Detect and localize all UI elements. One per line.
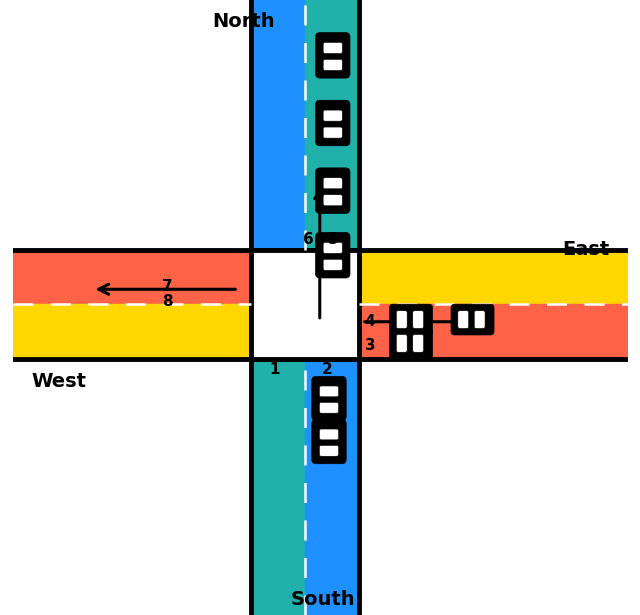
Bar [305, 359, 359, 615]
FancyBboxPatch shape [319, 429, 339, 440]
FancyBboxPatch shape [312, 376, 346, 421]
FancyBboxPatch shape [323, 42, 342, 54]
FancyBboxPatch shape [316, 33, 350, 78]
Text: 4: 4 [365, 314, 375, 329]
FancyBboxPatch shape [319, 402, 339, 413]
FancyBboxPatch shape [474, 311, 485, 328]
Text: East: East [562, 240, 609, 258]
Text: 7: 7 [162, 279, 173, 294]
FancyBboxPatch shape [323, 178, 342, 189]
Text: 3: 3 [365, 338, 375, 352]
Bar [305, 0, 359, 250]
FancyBboxPatch shape [312, 419, 346, 464]
FancyBboxPatch shape [319, 445, 339, 456]
Bar [13, 250, 250, 304]
Text: West: West [31, 372, 86, 391]
Bar [250, 0, 359, 615]
FancyBboxPatch shape [451, 304, 494, 335]
Text: 1: 1 [269, 362, 280, 377]
FancyBboxPatch shape [316, 100, 350, 146]
Bar [359, 250, 627, 304]
Text: 5: 5 [328, 232, 338, 247]
FancyBboxPatch shape [458, 311, 468, 328]
Bar [250, 359, 305, 615]
FancyBboxPatch shape [396, 311, 407, 328]
Text: North: North [212, 12, 275, 31]
FancyBboxPatch shape [323, 127, 342, 138]
Bar [359, 304, 627, 359]
FancyBboxPatch shape [390, 328, 433, 359]
FancyBboxPatch shape [323, 110, 342, 121]
Text: 2: 2 [322, 362, 333, 377]
FancyBboxPatch shape [413, 311, 424, 328]
FancyBboxPatch shape [396, 335, 407, 352]
FancyBboxPatch shape [323, 260, 342, 271]
FancyBboxPatch shape [390, 304, 433, 335]
Text: 6: 6 [303, 232, 314, 247]
Bar [13, 250, 627, 359]
FancyBboxPatch shape [323, 195, 342, 206]
FancyBboxPatch shape [323, 242, 342, 253]
Bar [13, 304, 250, 359]
FancyBboxPatch shape [413, 335, 424, 352]
FancyBboxPatch shape [316, 168, 350, 213]
Text: 8: 8 [162, 294, 173, 309]
FancyBboxPatch shape [316, 232, 350, 278]
Bar [250, 250, 359, 359]
FancyBboxPatch shape [319, 386, 339, 397]
Bar [250, 0, 305, 250]
FancyBboxPatch shape [323, 60, 342, 71]
Text: South: South [291, 590, 355, 609]
